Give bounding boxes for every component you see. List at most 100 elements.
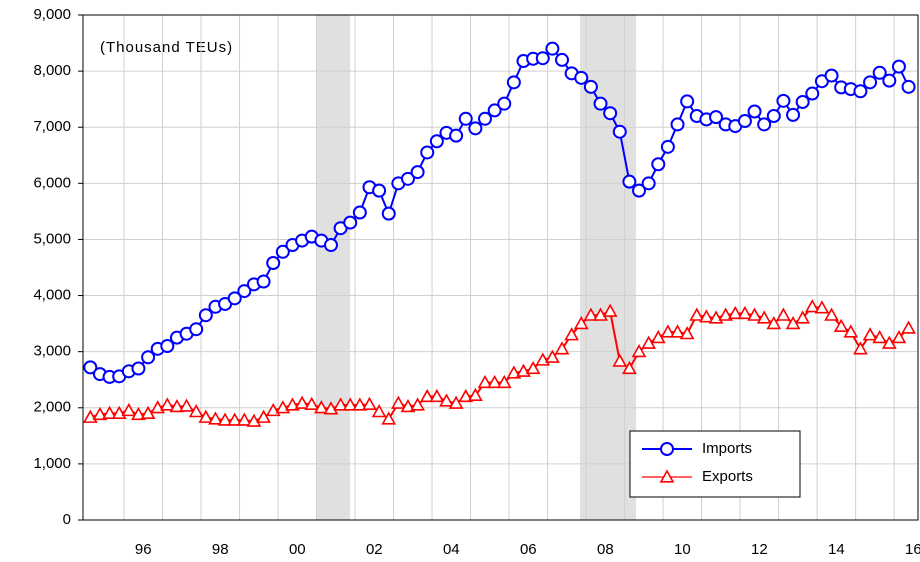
marker <box>323 238 338 253</box>
marker <box>622 360 637 375</box>
marker <box>872 65 887 80</box>
marker <box>747 104 762 119</box>
marker <box>660 139 675 154</box>
marker <box>593 307 608 321</box>
marker <box>651 157 666 172</box>
marker <box>612 124 627 139</box>
marker <box>631 344 647 358</box>
marker <box>497 96 512 111</box>
marker <box>343 215 358 230</box>
marker <box>448 395 464 409</box>
marker <box>323 401 339 415</box>
y-tick-label: 7,000 <box>33 118 71 135</box>
marker <box>535 51 550 66</box>
recession-shade <box>579 15 637 520</box>
legend-box <box>629 430 801 498</box>
marker <box>227 291 242 306</box>
marker <box>660 324 676 338</box>
legend-label: Imports <box>702 440 752 457</box>
marker <box>121 402 137 417</box>
marker <box>410 165 425 180</box>
marker <box>612 353 628 367</box>
marker <box>525 360 541 375</box>
marker <box>795 94 810 109</box>
y-tick-label: 1,000 <box>33 455 71 472</box>
y-tick-label: 3,000 <box>33 343 71 360</box>
y-tick-label: 2,000 <box>33 399 71 416</box>
marker <box>313 400 329 414</box>
marker <box>458 111 473 126</box>
marker <box>410 397 425 411</box>
marker <box>737 305 753 320</box>
marker <box>843 324 859 338</box>
marker <box>862 327 878 341</box>
marker <box>641 176 656 191</box>
marker <box>227 412 243 426</box>
marker <box>304 396 320 411</box>
marker <box>737 114 752 129</box>
marker <box>709 110 724 125</box>
marker <box>188 404 204 418</box>
y-tick-label: 8,000 <box>33 62 71 79</box>
marker <box>217 412 233 426</box>
x-tick-label: 16 <box>905 541 920 558</box>
marker <box>169 399 185 413</box>
marker <box>795 310 811 324</box>
marker <box>236 412 252 426</box>
marker <box>757 117 772 132</box>
marker <box>901 320 916 334</box>
marker <box>718 307 734 321</box>
x-tick-label: 10 <box>674 541 691 558</box>
marker <box>198 409 214 423</box>
marker <box>141 350 156 365</box>
marker <box>496 374 512 389</box>
marker <box>439 393 454 407</box>
marker <box>853 84 868 99</box>
marker <box>362 396 377 411</box>
marker <box>487 374 502 389</box>
marker <box>545 349 560 363</box>
marker <box>159 397 175 411</box>
marker <box>583 307 599 321</box>
marker <box>680 94 695 109</box>
marker <box>670 117 685 132</box>
x-tick-label: 12 <box>751 541 768 558</box>
legend: Imports Exports <box>629 430 801 498</box>
marker <box>689 307 705 321</box>
x-tick-label: 00 <box>289 541 306 558</box>
marker <box>833 318 849 333</box>
marker <box>487 103 502 118</box>
marker <box>333 397 348 411</box>
y-tick-label: 5,000 <box>33 230 71 247</box>
marker <box>554 341 570 355</box>
x-tick-label: 06 <box>520 541 537 558</box>
marker <box>786 107 801 122</box>
marker <box>391 395 406 409</box>
marker <box>256 274 271 289</box>
marker <box>429 134 444 149</box>
marker <box>198 308 213 323</box>
marker <box>352 397 368 411</box>
marker <box>189 322 204 337</box>
marker <box>468 387 483 402</box>
marker <box>400 171 415 186</box>
marker <box>506 75 521 90</box>
recession-shade <box>316 15 351 520</box>
marker <box>420 145 435 160</box>
y-tick-label: 4,000 <box>33 287 71 304</box>
marker <box>699 309 714 323</box>
marker <box>727 305 743 320</box>
x-tick-label: 98 <box>212 541 229 558</box>
unit-annotation: (Thousand TEUs) <box>100 39 233 56</box>
marker <box>342 397 358 411</box>
marker <box>632 183 647 198</box>
marker <box>679 326 695 340</box>
marker <box>659 469 675 483</box>
marker <box>237 284 252 299</box>
marker <box>824 68 839 83</box>
marker <box>805 86 820 101</box>
marker <box>766 315 782 330</box>
y-tick-label: 9,000 <box>33 6 71 23</box>
marker <box>660 442 674 456</box>
